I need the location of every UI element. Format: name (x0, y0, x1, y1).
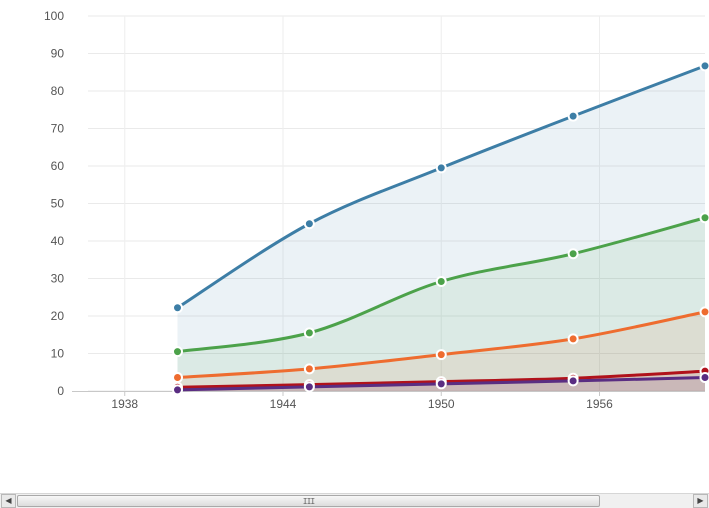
data-point-4-4 (699, 372, 709, 383)
area-chart: 1938 1944 1950 1956 0 10 20 30 40 50 60 70 80 90 100 (44, 9, 709, 411)
y-tick-label: 70 (51, 122, 65, 136)
scroll-right-arrow-icon[interactable]: ▶ (693, 494, 708, 508)
data-point-2-1 (303, 363, 315, 375)
data-point-4-3 (567, 375, 579, 387)
data-point-1-3 (567, 248, 579, 260)
horizontal-scrollbar[interactable]: ◀ III ▶ (0, 493, 709, 508)
y-tick-label: 80 (51, 84, 65, 98)
data-point-1-4 (699, 212, 709, 224)
scrollbar-thumb[interactable]: III (17, 495, 600, 507)
x-tick-label: 1944 (270, 397, 297, 411)
data-point-0-1 (303, 218, 315, 230)
series-area-1 (177, 217, 705, 391)
scrollbar-grip-icon: III (302, 497, 315, 506)
y-tick-label: 100 (44, 9, 64, 23)
data-point-2-2 (435, 349, 447, 361)
y-tick-label: 30 (51, 272, 65, 286)
y-tick-label: 20 (51, 309, 65, 323)
data-point-4-1 (303, 381, 315, 393)
data-point-4-2 (435, 378, 447, 390)
data-point-0-2 (435, 162, 447, 174)
scroll-left-arrow-icon[interactable]: ◀ (1, 494, 16, 508)
data-point-4-0 (172, 384, 183, 396)
x-tick-label: 1938 (111, 397, 138, 411)
x-tick-label: 1956 (586, 397, 613, 411)
data-point-1-0 (172, 346, 183, 358)
data-point-2-4 (699, 306, 709, 318)
data-point-1-1 (303, 327, 315, 339)
y-tick-label: 60 (51, 159, 65, 173)
y-tick-label: 40 (51, 234, 65, 248)
y-tick-label: 10 (51, 347, 65, 361)
y-tick-label: 50 (51, 197, 65, 211)
x-tick-label: 1950 (428, 397, 455, 411)
data-point-0-3 (567, 110, 579, 122)
markers-group (172, 60, 709, 396)
data-point-1-2 (435, 276, 447, 287)
data-point-0-0 (172, 302, 183, 314)
data-point-2-3 (567, 333, 579, 345)
y-tick-label: 0 (57, 384, 64, 398)
data-point-2-0 (172, 372, 183, 383)
y-tick-label: 90 (51, 47, 65, 61)
grid-group (88, 15, 705, 392)
data-point-0-4 (699, 60, 709, 72)
series-area-0 (177, 65, 705, 391)
